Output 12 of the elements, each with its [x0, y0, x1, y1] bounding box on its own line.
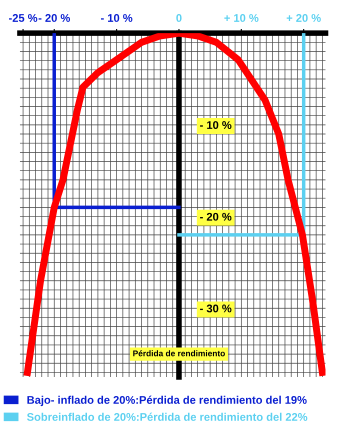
x-tick-label: -25 % [8, 14, 38, 22]
y-tick-label: - 30 % [200, 304, 232, 312]
legend-label: Sobreinflado de 20%:Pérdida de rendimiento del 22% [26, 412, 308, 421]
x-tick-label: + 20 % [286, 14, 321, 22]
x-tick-label: - 10 % [100, 14, 132, 22]
x-tick-label: - 20 % [38, 14, 70, 22]
x-tick-label: + 10 % [224, 14, 258, 22]
y-tick-label: - 10 % [200, 121, 232, 129]
y-axis-title: Pérdida de rendimiento [133, 350, 225, 356]
x-tick-label: 0 [176, 14, 182, 22]
y-tick-label: - 20 % [200, 212, 232, 221]
legend-label: Bajo- inflado de 20%:Pérdida de rendimiento del 19% [27, 396, 307, 406]
